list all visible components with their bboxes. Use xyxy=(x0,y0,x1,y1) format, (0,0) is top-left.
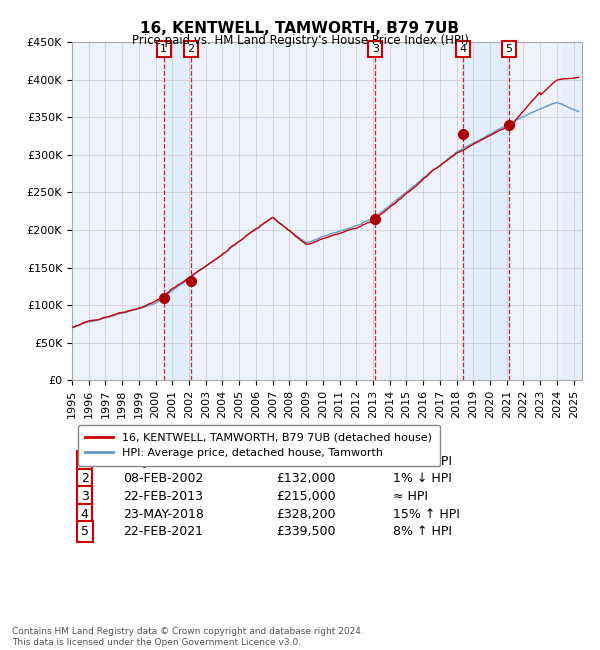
Text: £339,500: £339,500 xyxy=(276,525,335,538)
Text: 4: 4 xyxy=(81,508,89,521)
Text: 26-JUN-2000: 26-JUN-2000 xyxy=(123,455,203,468)
Bar xyxy=(463,42,509,380)
Text: 2: 2 xyxy=(187,44,194,54)
Text: 5: 5 xyxy=(506,44,512,54)
Text: 22-FEB-2013: 22-FEB-2013 xyxy=(123,490,203,503)
Text: 8% ↑ HPI: 8% ↑ HPI xyxy=(394,525,452,538)
Text: 4: 4 xyxy=(460,44,467,54)
Text: 16, KENTWELL, TAMWORTH, B79 7UB: 16, KENTWELL, TAMWORTH, B79 7UB xyxy=(140,21,460,36)
Text: £109,950: £109,950 xyxy=(276,455,335,468)
Text: £132,000: £132,000 xyxy=(276,473,335,486)
Text: 22-FEB-2021: 22-FEB-2021 xyxy=(123,525,203,538)
Text: 3: 3 xyxy=(372,44,379,54)
Text: 1: 1 xyxy=(160,44,167,54)
Text: 5% ↑ HPI: 5% ↑ HPI xyxy=(394,455,452,468)
Text: ≈ HPI: ≈ HPI xyxy=(394,490,428,503)
Bar xyxy=(164,42,191,380)
Text: 5: 5 xyxy=(81,525,89,538)
Text: £215,000: £215,000 xyxy=(276,490,335,503)
Text: 2: 2 xyxy=(81,473,89,486)
Bar xyxy=(562,42,582,380)
Text: £328,200: £328,200 xyxy=(276,508,335,521)
Legend: 16, KENTWELL, TAMWORTH, B79 7UB (detached house), HPI: Average price, detached h: 16, KENTWELL, TAMWORTH, B79 7UB (detache… xyxy=(77,424,440,466)
Text: 15% ↑ HPI: 15% ↑ HPI xyxy=(394,508,460,521)
Text: Contains HM Land Registry data © Crown copyright and database right 2024.
This d: Contains HM Land Registry data © Crown c… xyxy=(12,627,364,647)
Text: Price paid vs. HM Land Registry's House Price Index (HPI): Price paid vs. HM Land Registry's House … xyxy=(131,34,469,47)
Text: 1: 1 xyxy=(81,455,89,468)
Text: 1% ↓ HPI: 1% ↓ HPI xyxy=(394,473,452,486)
Text: 23-MAY-2018: 23-MAY-2018 xyxy=(123,508,204,521)
Text: 08-FEB-2002: 08-FEB-2002 xyxy=(123,473,203,486)
Text: 3: 3 xyxy=(81,490,89,503)
